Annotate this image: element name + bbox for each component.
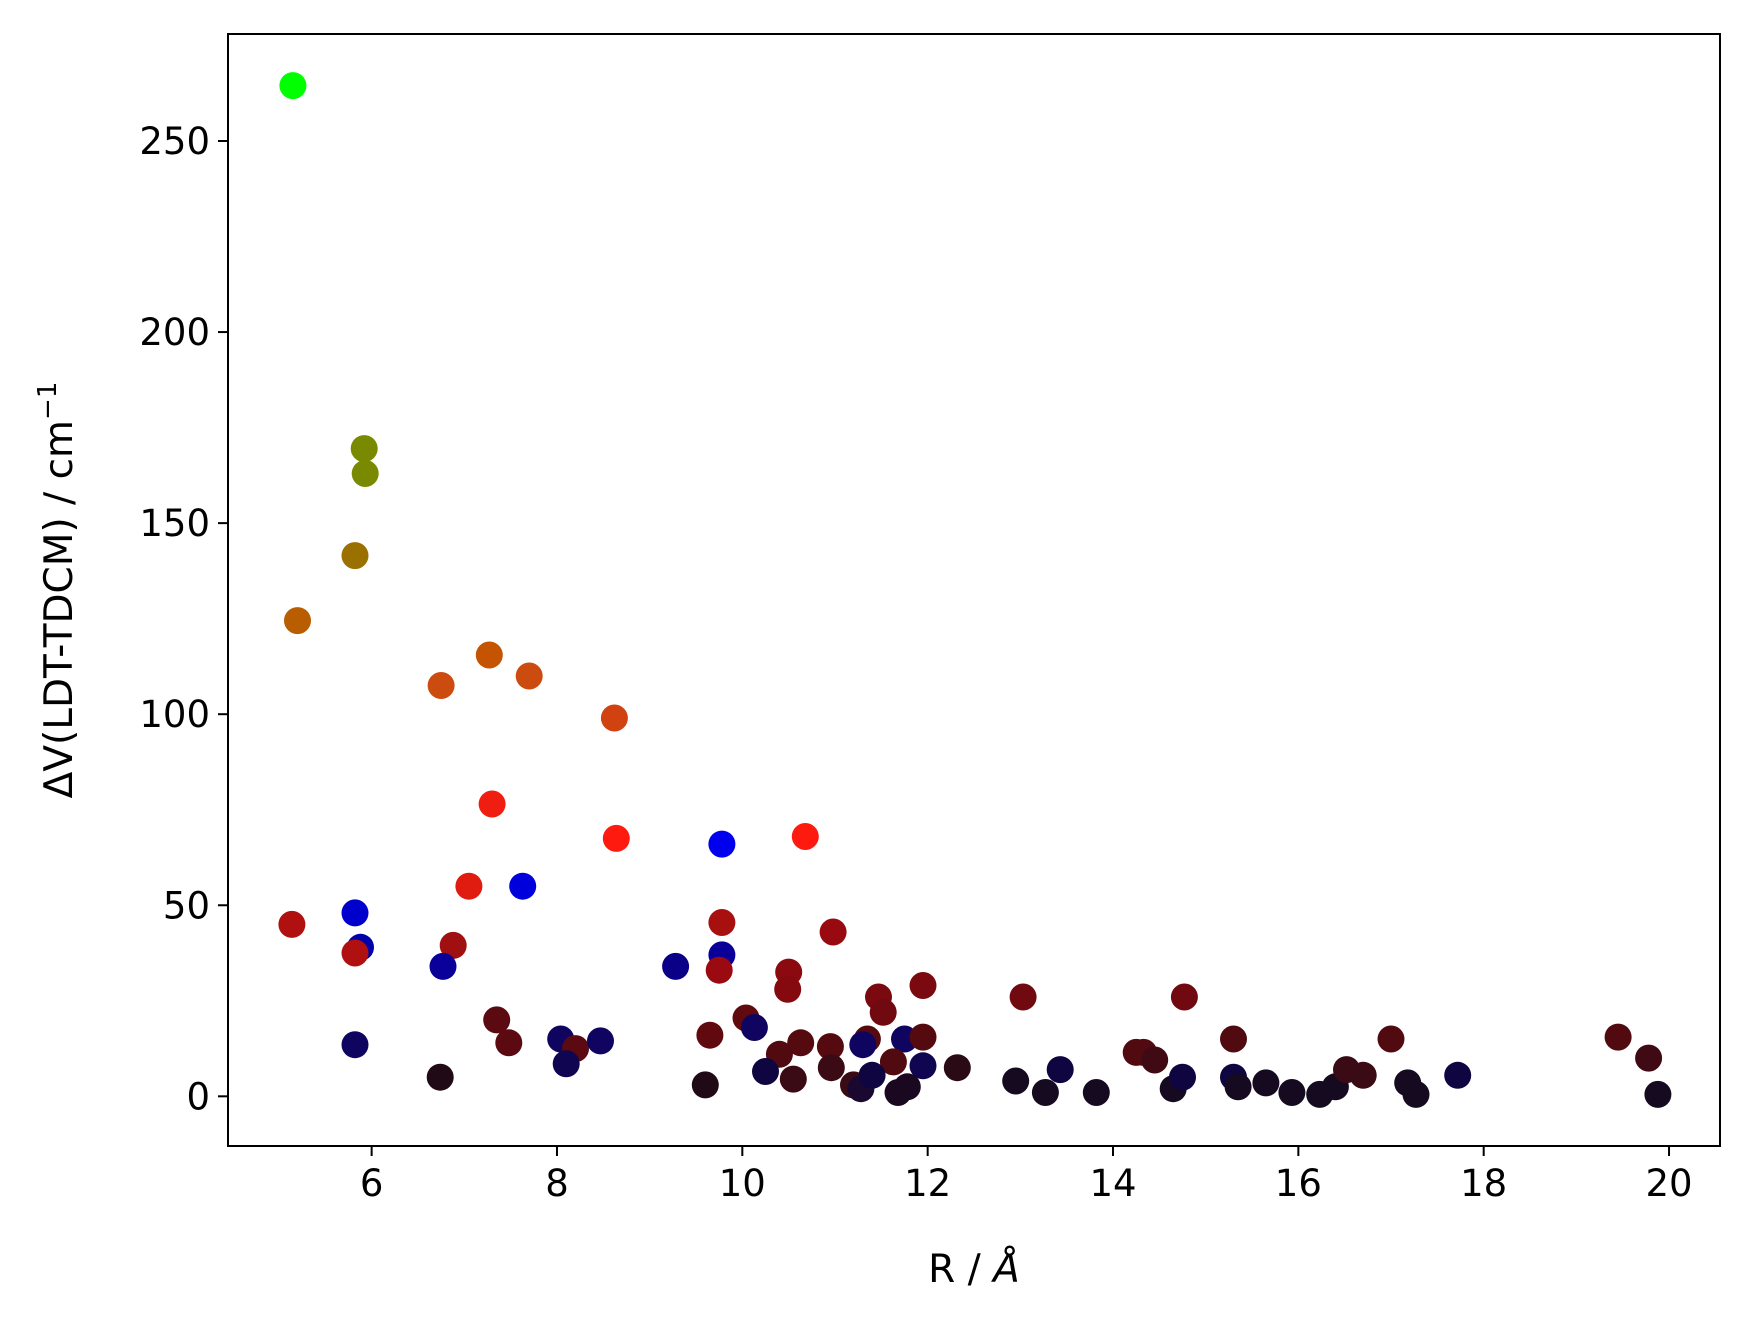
data-point-44: [816, 1033, 844, 1061]
data-point-27: [774, 975, 802, 1003]
data-point-5: [475, 641, 503, 669]
data-point-49: [879, 1048, 907, 1076]
x-tick-label-14: 14: [1089, 1162, 1136, 1205]
y-tick-label-0: 0: [186, 1075, 210, 1118]
data-point-40: [696, 1021, 724, 1049]
data-point-30: [869, 998, 897, 1026]
data-point-4: [284, 607, 311, 635]
x-tick-label-20: 20: [1645, 1162, 1692, 1205]
data-point-0: [279, 72, 307, 100]
y-axis-label: ΔV(LDT-TDCM) / cm−1: [33, 382, 82, 799]
data-point-65: [1046, 1056, 1074, 1084]
data-point-61: [426, 1063, 454, 1091]
data-point-13: [708, 830, 736, 858]
data-point-2: [351, 460, 379, 487]
data-point-72: [1220, 1025, 1247, 1053]
data-point-84: [1444, 1061, 1472, 1089]
data-point-17: [278, 910, 306, 938]
data-point-53: [779, 1065, 807, 1093]
data-point-19: [439, 931, 467, 959]
data-point-32: [1170, 983, 1198, 1011]
data-point-66: [1082, 1079, 1110, 1106]
data-point-9: [478, 790, 506, 818]
data-point-46: [849, 1031, 877, 1059]
data-point-10: [602, 824, 630, 852]
data-point-50: [909, 1052, 937, 1080]
data-point-8: [600, 704, 628, 732]
data-point-23: [705, 956, 733, 984]
y-axis-label-superscript: −1: [33, 382, 63, 420]
data-point-87: [1644, 1080, 1672, 1108]
x-tick-label-16: 16: [1275, 1162, 1322, 1205]
x-axis-label: R / Å: [928, 1245, 1020, 1292]
data-point-7: [515, 662, 543, 690]
data-point-21: [708, 909, 736, 936]
data-point-39: [552, 1050, 580, 1078]
data-point-14: [509, 872, 537, 900]
data-point-42: [740, 1014, 768, 1041]
data-point-54: [817, 1054, 845, 1082]
data-point-6: [427, 672, 455, 699]
x-axis-ticks: 6 8 10 12 14 16 18 20: [360, 1146, 1693, 1205]
data-point-85: [1604, 1023, 1632, 1051]
data-point-60: [943, 1054, 971, 1082]
y-tick-label-50: 50: [163, 884, 210, 927]
data-point-24: [662, 952, 690, 980]
data-point-3: [341, 542, 369, 570]
data-point-74: [1224, 1073, 1252, 1101]
data-point-33: [483, 1006, 511, 1034]
data-point-35: [341, 1031, 369, 1059]
data-point-80: [1349, 1061, 1377, 1089]
data-point-86: [1635, 1044, 1663, 1072]
data-point-76: [1278, 1079, 1306, 1106]
data-point-59: [893, 1073, 921, 1101]
data-point-18: [341, 939, 369, 967]
data-point-71: [1169, 1063, 1196, 1091]
y-tick-label-150: 150: [139, 502, 210, 545]
data-point-31: [1009, 983, 1037, 1011]
x-tick-label-10: 10: [719, 1162, 766, 1205]
data-points: [278, 72, 1672, 1108]
data-point-63: [1002, 1067, 1030, 1095]
y-axis-label-main: ΔV(LDT-TDCM) / cm: [37, 420, 82, 798]
data-point-29: [909, 972, 937, 999]
data-point-38: [587, 1027, 614, 1055]
data-point-52: [752, 1058, 779, 1085]
data-point-83: [1402, 1080, 1430, 1108]
data-point-48: [909, 1023, 937, 1051]
x-tick-label-6: 6: [360, 1162, 384, 1205]
x-axis-label-unit: Å: [990, 1245, 1020, 1292]
data-point-12: [455, 872, 483, 900]
x-tick-label-8: 8: [545, 1162, 569, 1205]
data-point-43: [787, 1029, 815, 1057]
data-point-20: [429, 952, 457, 980]
x-axis-label-prefix: R /: [928, 1247, 993, 1292]
y-tick-label-100: 100: [139, 693, 210, 736]
data-point-25: [819, 918, 847, 946]
y-tick-label-250: 250: [139, 120, 210, 163]
y-tick-label-200: 200: [139, 311, 210, 354]
data-point-81: [1377, 1025, 1405, 1053]
data-point-64: [1031, 1079, 1059, 1106]
x-tick-label-12: 12: [904, 1162, 951, 1205]
y-axis-ticks: 0 50 100 150 200 250: [139, 120, 228, 1118]
data-point-69: [1141, 1046, 1169, 1074]
data-point-62: [691, 1071, 719, 1099]
data-point-11: [791, 823, 819, 850]
data-point-1: [350, 435, 378, 463]
x-tick-label-18: 18: [1460, 1162, 1507, 1205]
data-point-34: [495, 1029, 523, 1057]
data-point-57: [858, 1061, 886, 1089]
data-point-15: [341, 899, 369, 927]
plot-area-frame: [227, 33, 1721, 1147]
data-point-75: [1252, 1069, 1280, 1097]
